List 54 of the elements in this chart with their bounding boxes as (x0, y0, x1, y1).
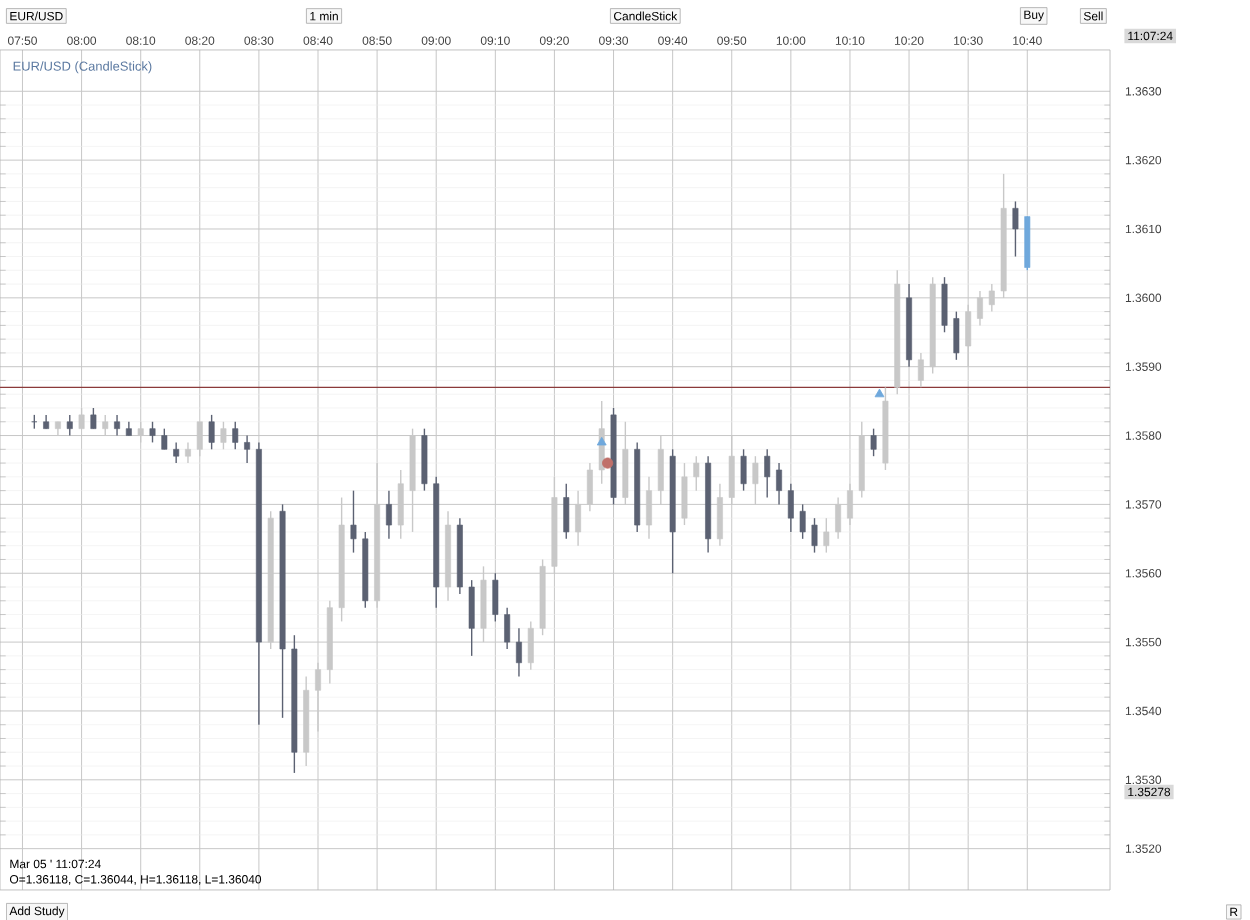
candlestick (847, 483, 853, 526)
candlestick (811, 517, 818, 554)
point (602, 457, 614, 469)
candlestick (823, 517, 830, 554)
candlestick (575, 489, 582, 547)
candlestick (66, 414, 73, 437)
candlestick (681, 462, 688, 526)
candlestick (728, 434, 735, 506)
candlestick (835, 496, 842, 540)
candlestick (799, 503, 806, 540)
candlestick (515, 627, 522, 678)
candlestick (90, 407, 97, 430)
candlestick (232, 421, 239, 451)
candlestick (161, 427, 168, 451)
candlestick (693, 455, 700, 492)
candlestick (114, 414, 120, 437)
candlestick (752, 455, 759, 506)
candlestick (350, 489, 357, 554)
candlestick (965, 304, 972, 368)
candlestick (977, 290, 983, 327)
candlestick (787, 483, 794, 533)
candlestick (78, 407, 85, 430)
candlestick (740, 448, 747, 492)
candlestick (657, 434, 664, 506)
candlestick (1012, 200, 1019, 258)
candlestick (504, 606, 511, 650)
candlestick (764, 448, 771, 499)
candlestick (149, 421, 156, 444)
candlestick (563, 483, 570, 540)
candlestick (315, 662, 321, 733)
candlestick (137, 421, 144, 444)
candlestick (102, 414, 109, 437)
candlestick (870, 427, 877, 457)
candlestick (941, 276, 948, 333)
candlestick (173, 441, 180, 464)
candlestick (776, 462, 782, 506)
candlestick (397, 469, 404, 540)
candlestick (586, 462, 593, 512)
candlestick (716, 483, 723, 547)
candlestick (917, 352, 924, 389)
candlestick (527, 620, 534, 671)
candlestick (385, 489, 392, 540)
candlestick (208, 414, 215, 451)
candlestick (988, 283, 995, 313)
candlestick (220, 421, 227, 451)
candlestick (953, 310, 960, 361)
candlestick (244, 434, 251, 464)
candlestick (492, 572, 499, 623)
candlestick (646, 476, 652, 540)
point (874, 388, 885, 398)
point (596, 436, 607, 446)
candlestick (196, 421, 203, 457)
candlestick (468, 579, 475, 657)
candlestick (185, 441, 191, 464)
